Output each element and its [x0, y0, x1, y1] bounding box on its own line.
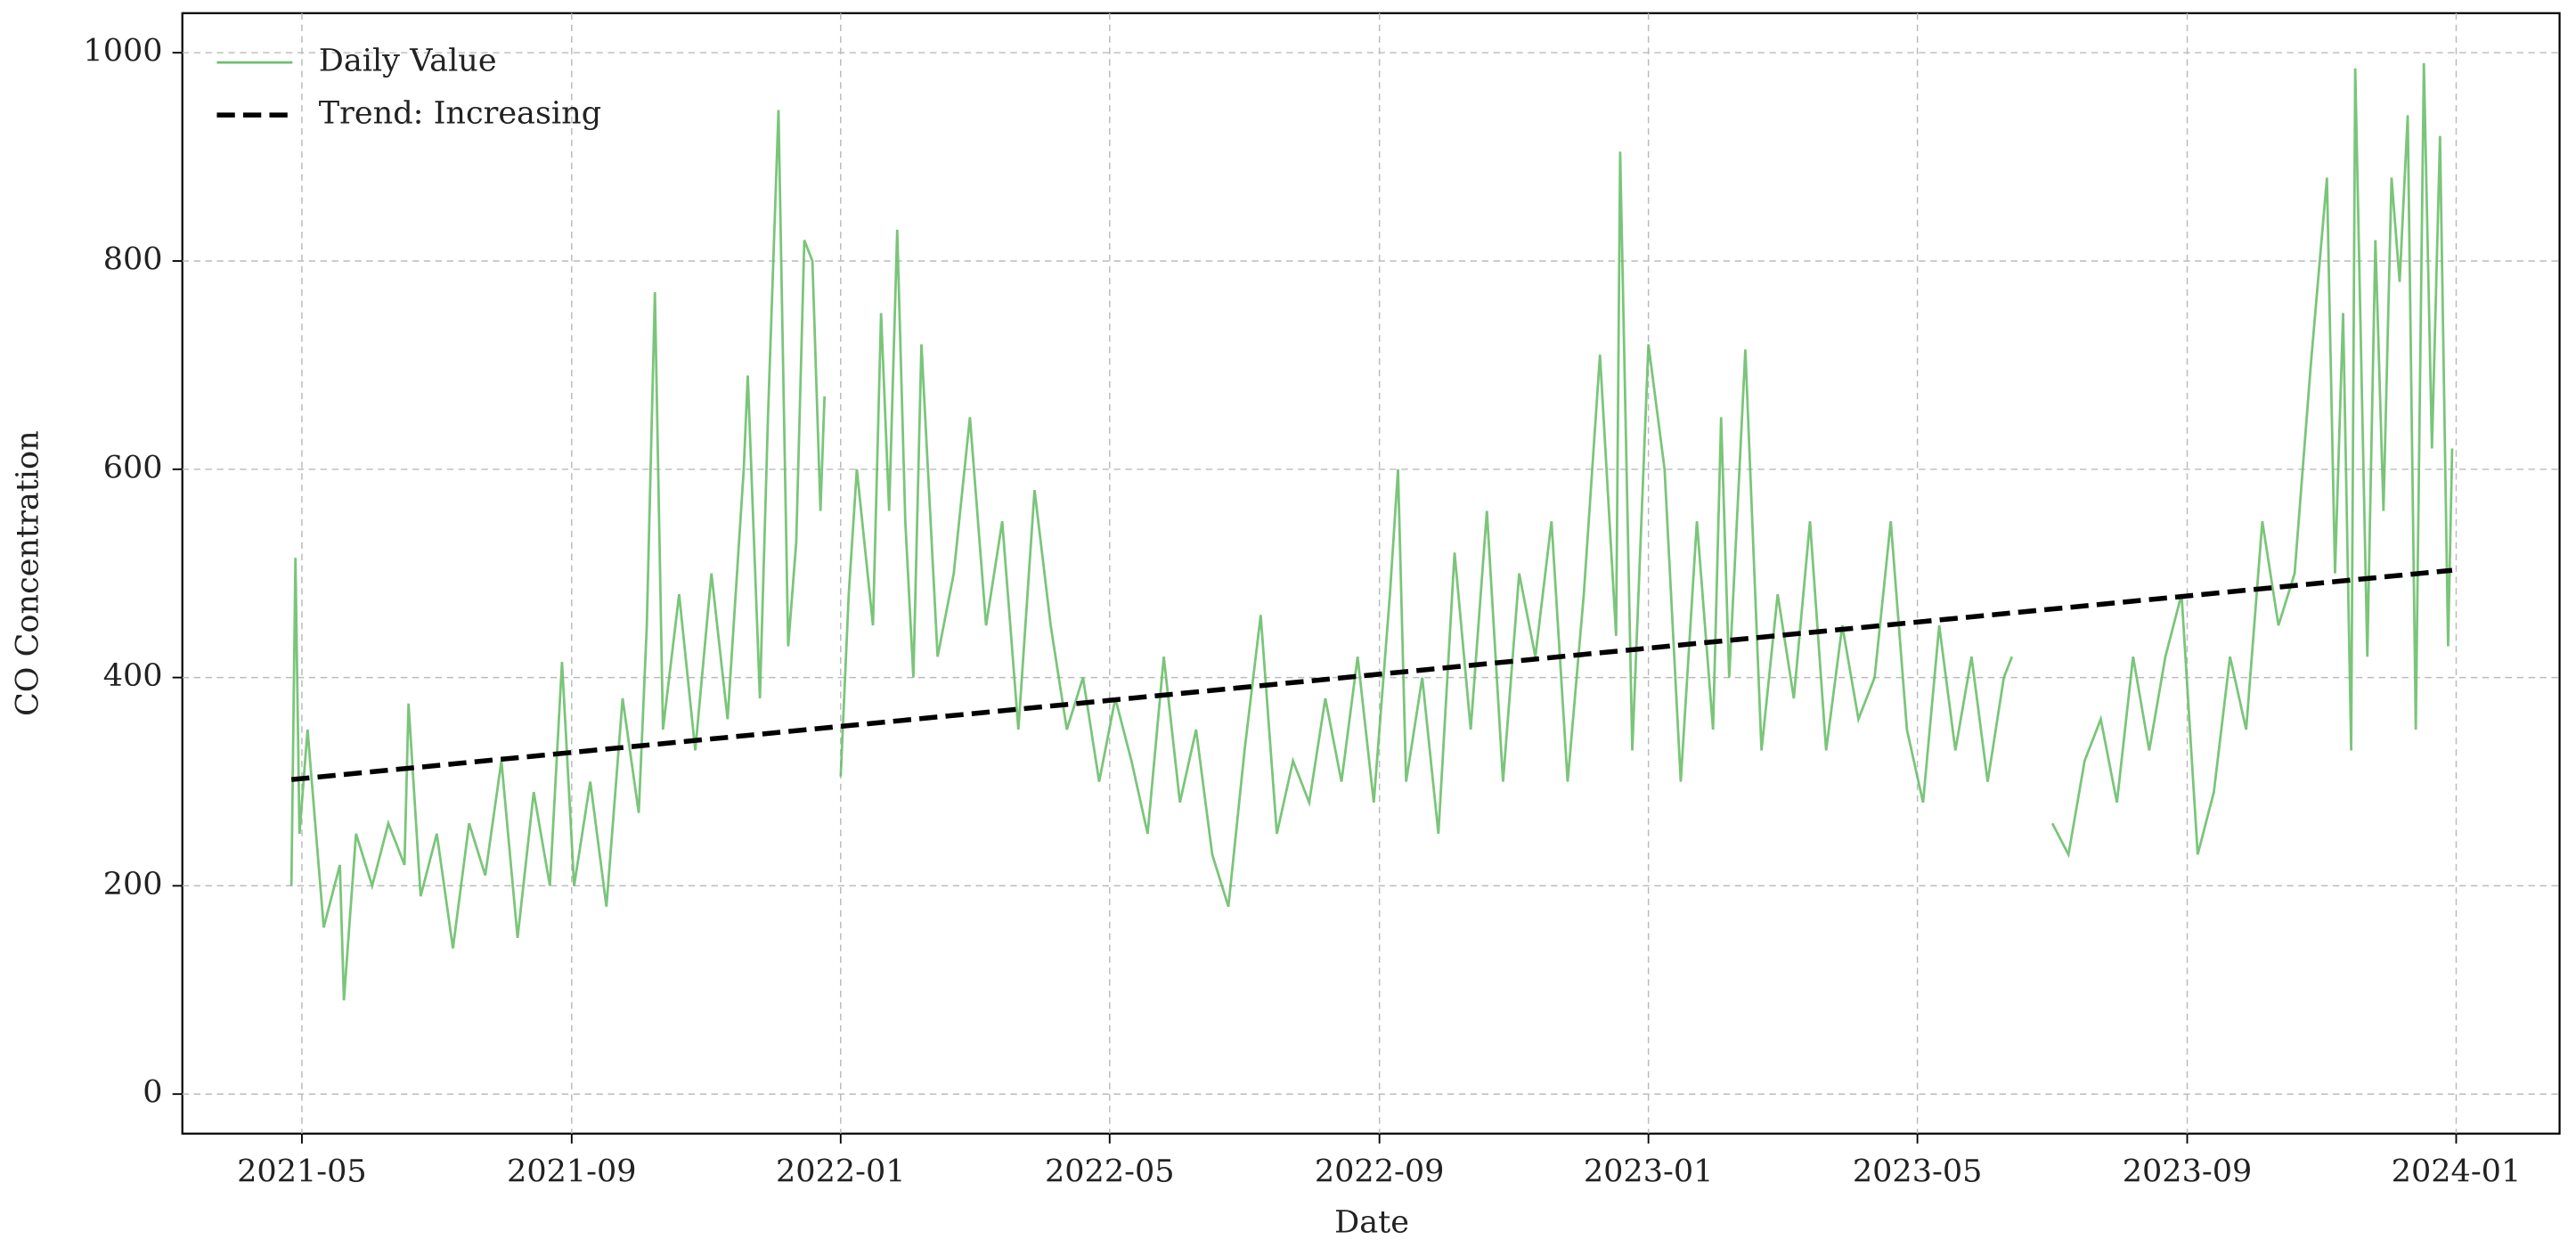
y-tick-label: 1000: [83, 33, 162, 69]
legend-label: Trend: Increasing: [319, 95, 601, 132]
x-tick-label: 2021-09: [507, 1153, 637, 1189]
x-tick-label: 2021-05: [237, 1153, 367, 1189]
trend-line: [290, 567, 2453, 782]
x-tick-label: 2023-05: [1853, 1153, 1983, 1189]
x-tick-label: 2022-05: [1045, 1153, 1175, 1189]
x-tick-label: 2023-09: [2123, 1153, 2253, 1189]
x-tick-label: 2022-09: [1315, 1153, 1445, 1189]
x-tick-label: 2022-01: [776, 1153, 906, 1189]
y-tick-label: 200: [103, 866, 163, 902]
x-axis-label: Date: [1334, 1204, 1409, 1241]
plot-frame: [181, 12, 2561, 1135]
legend-label: Daily Value: [319, 43, 497, 79]
y-tick-label: 400: [103, 657, 163, 694]
y-tick-label: 600: [103, 449, 163, 485]
y-tick-label: 800: [103, 241, 163, 277]
x-tick-label: 2024-01: [2392, 1153, 2522, 1189]
data-line: [289, 62, 2454, 1001]
y-tick-label: 0: [143, 1074, 162, 1111]
y-axis-label: CO Concentration: [10, 430, 46, 716]
x-tick-label: 2023-01: [1584, 1153, 1714, 1189]
